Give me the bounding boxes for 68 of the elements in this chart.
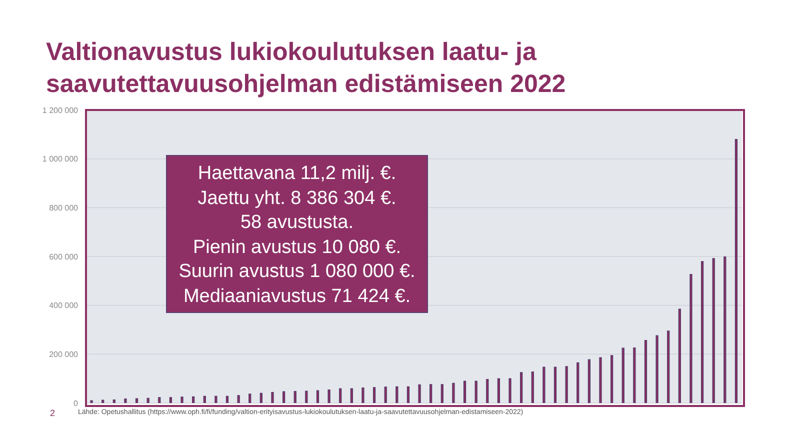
bar [599,357,602,403]
bar [497,378,500,403]
bar [271,392,274,403]
bar [294,390,296,403]
bar [542,366,546,403]
bar [282,391,286,403]
bar [305,390,308,403]
bar [667,330,670,403]
bar [418,384,421,403]
bar [90,400,93,403]
bar [712,258,715,403]
chart-title: Valtionavustus lukiokoulutuksen laatu- ja saavutettavuusohjelman edistämiseen 2022 [46,37,567,100]
bar [576,362,580,403]
annotation: Haettavana 11,2 milj. €. Jaettu yht. 8 386 304 €. 58 avustusta. Pienin avustus 10 080 €. Suurin avustus 1 080 000 €. Mediaaniavustus 71 424 €. [166,155,428,313]
y-tick-label: 800 000 [49,204,79,213]
bar [486,379,489,403]
bar [565,366,568,403]
bar [384,386,387,403]
bar [192,396,195,403]
bar [452,382,455,403]
y-tick-label: 0 [74,398,79,408]
bar [610,355,614,403]
bar [180,396,184,403]
bar [633,348,636,403]
bar [656,335,658,403]
y-tick-label: 1 200 000 [42,106,79,115]
bar [372,387,376,403]
bar [724,256,726,403]
bar [678,308,681,403]
bar [508,378,512,403]
bar [316,390,320,403]
bar [328,390,330,403]
bar [520,372,523,403]
bar [700,261,704,403]
y-tick-label: 200 000 [49,350,79,360]
bar [158,397,161,403]
bar [463,380,466,403]
bar [248,394,252,403]
bar [430,384,432,403]
bar [474,380,478,403]
bar [406,386,410,403]
bar [214,396,218,403]
bar [690,274,692,403]
bar [146,398,150,403]
bar [124,398,127,403]
bar [440,384,444,403]
bar [350,388,353,403]
bar [622,348,624,403]
bar [135,398,138,403]
bar [112,400,116,403]
bar [554,366,557,403]
bar [260,392,262,403]
bar [102,400,104,403]
bar [203,396,206,403]
bar [169,397,172,403]
bar [237,395,240,403]
bar [362,388,364,403]
bar [396,386,398,403]
bar [588,359,590,403]
y-tick-label: 400 000 [49,301,79,310]
bar [734,139,738,403]
bar [644,340,648,403]
bar [226,396,229,403]
text: 2 [50,408,56,418]
bar [531,371,534,403]
y-tick-label: 1 000 000 [42,154,79,164]
y-tick-label: 600 000 [49,252,79,262]
bar [339,388,342,403]
